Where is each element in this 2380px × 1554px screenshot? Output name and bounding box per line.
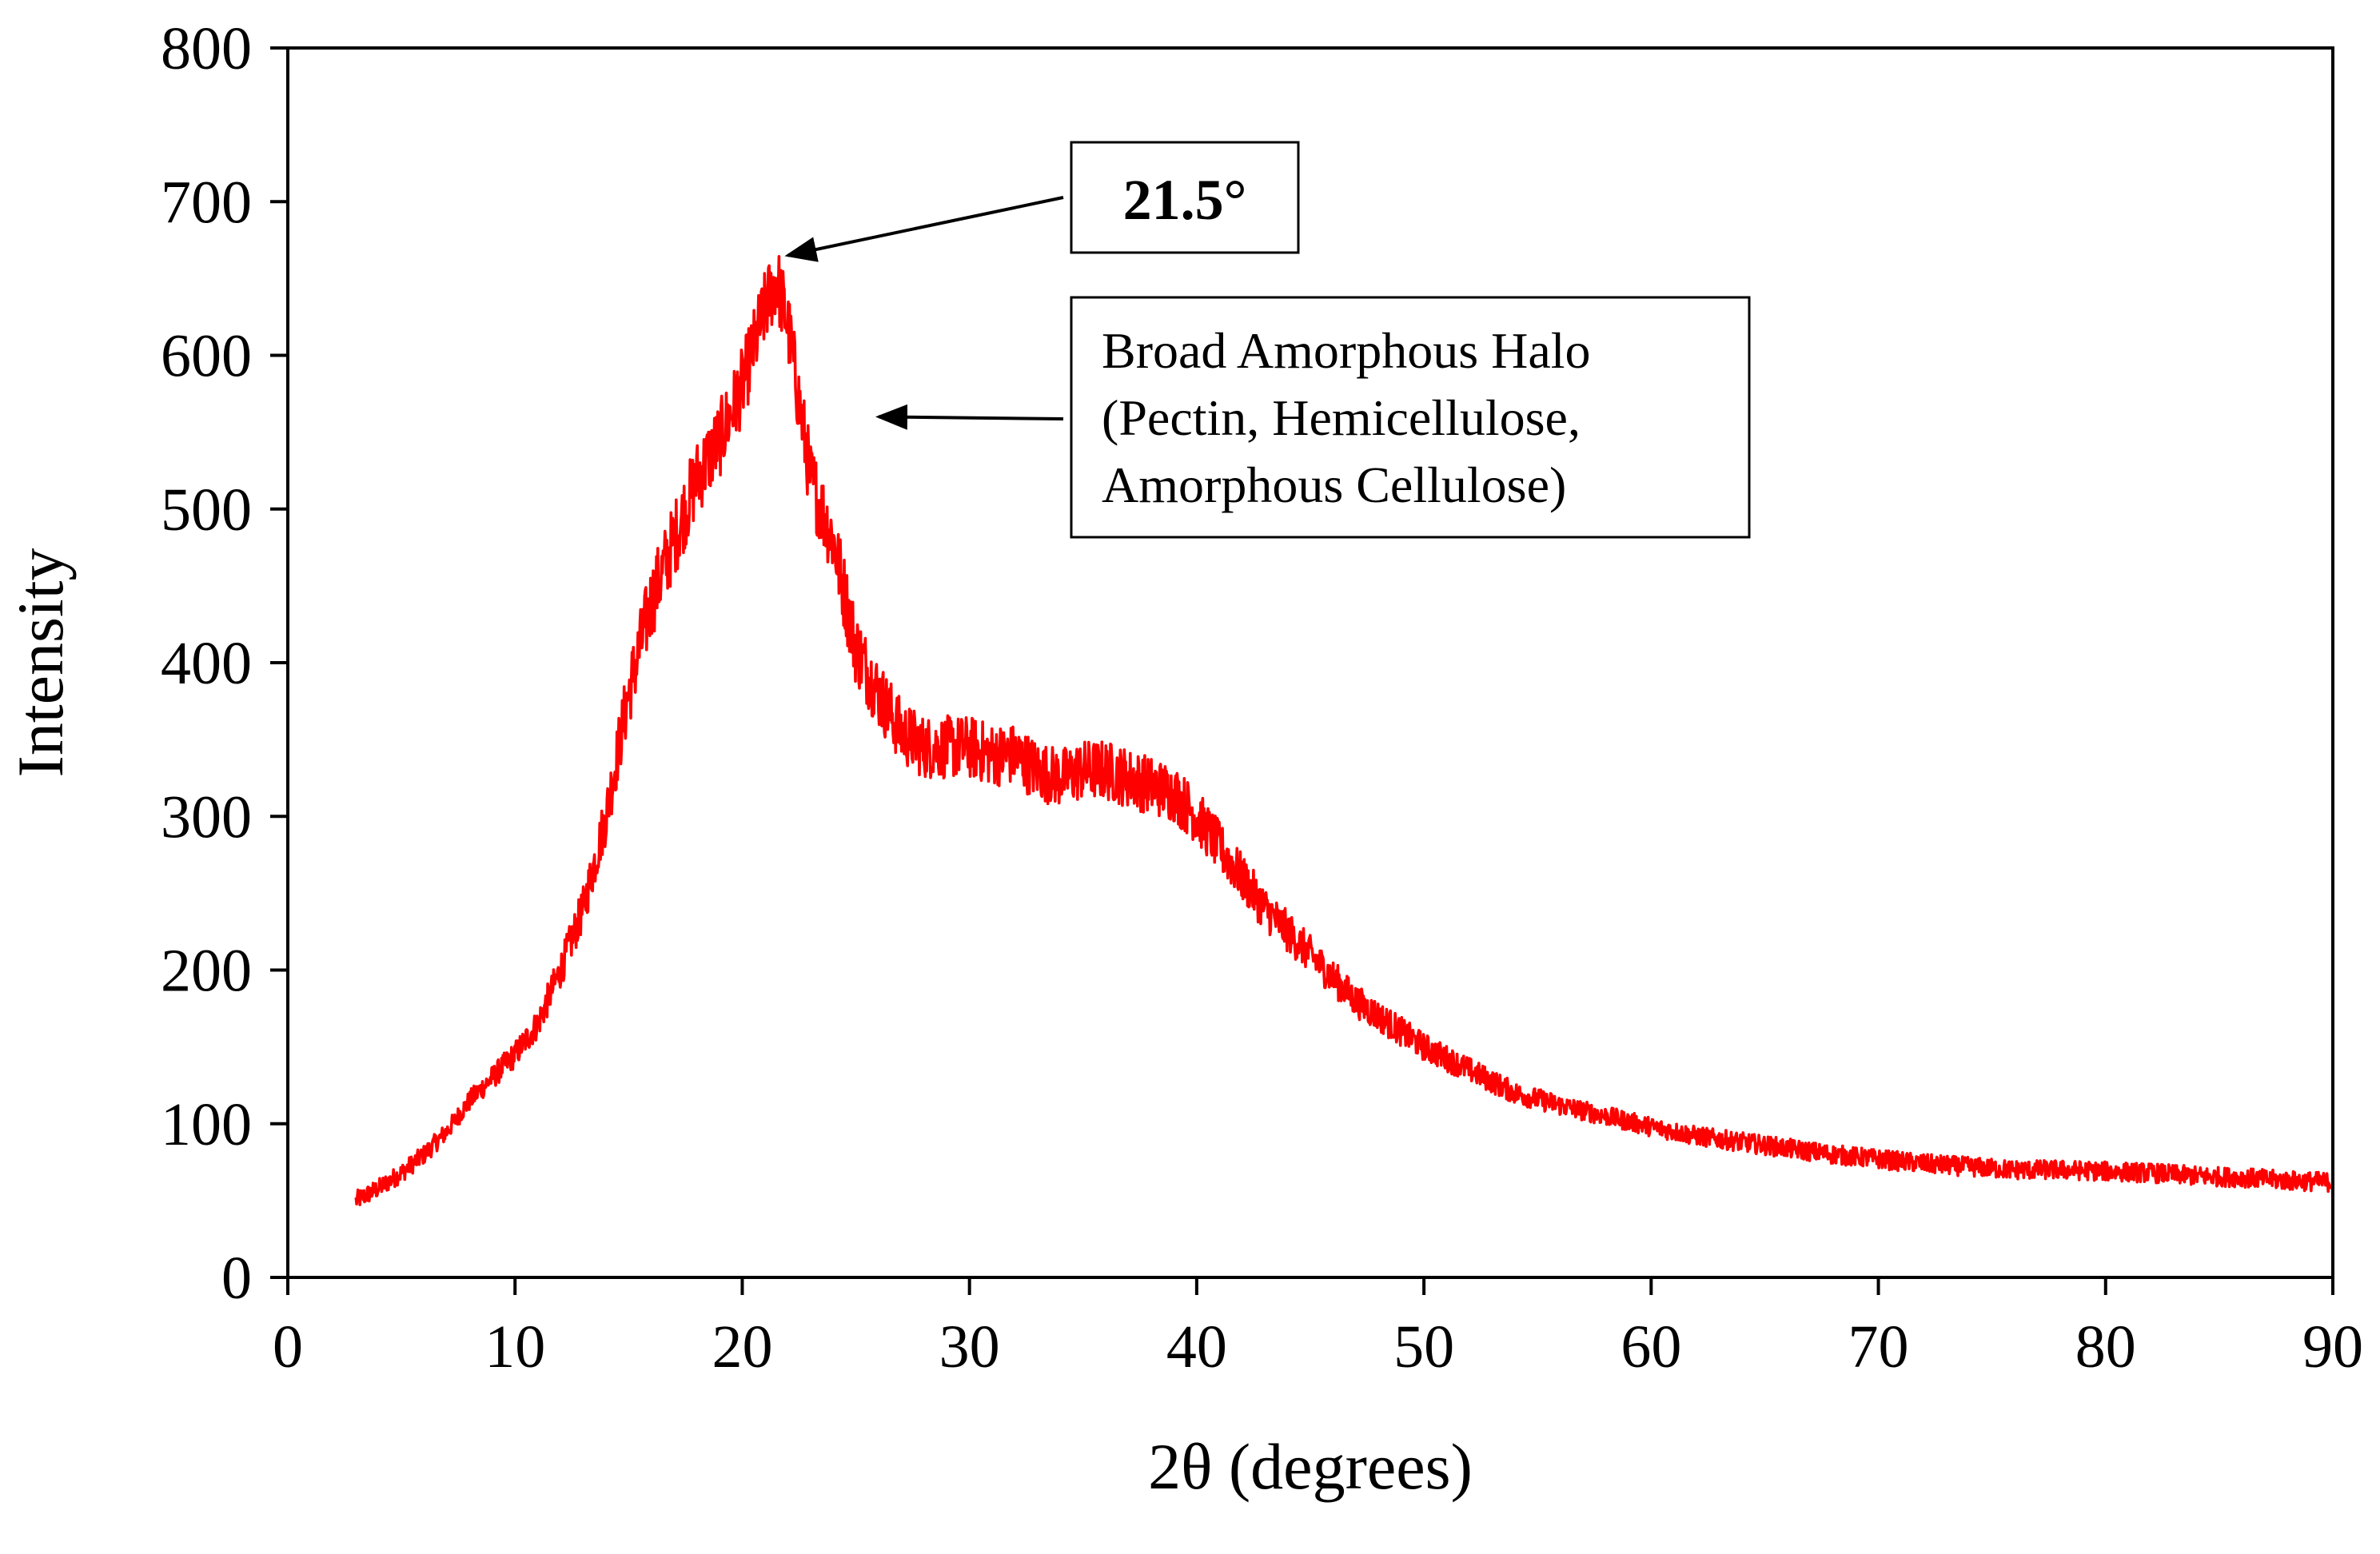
halo-annotation-line: Broad Amorphous Halo (1102, 322, 1591, 379)
x-tick-label: 20 (712, 1313, 772, 1381)
halo-annotation-line: (Pectin, Hemicellulose, (1102, 389, 1581, 446)
y-axis-label: Intensity (4, 548, 77, 778)
halo-annotation-arrow (875, 404, 1064, 430)
x-tick-label: 50 (1393, 1313, 1454, 1381)
x-tick-label: 90 (2302, 1313, 2363, 1381)
y-tick-label: 500 (161, 476, 252, 544)
halo-annotation-line: Amorphous Cellulose) (1102, 456, 1566, 513)
y-tick-label: 0 (221, 1245, 252, 1312)
series-line (354, 255, 2334, 1206)
peak-annotation-box (1070, 141, 1300, 254)
plot-frame (286, 46, 2334, 1279)
x-tick-label: 70 (1848, 1313, 1909, 1381)
y-tick-label: 600 (161, 323, 252, 390)
y-tick-label: 400 (161, 630, 252, 697)
y-tick-label: 200 (161, 938, 252, 1005)
x-tick-label: 10 (484, 1313, 545, 1381)
y-tick-label: 700 (161, 169, 252, 236)
x-tick-label: 0 (273, 1313, 303, 1381)
x-tick-label: 60 (1621, 1313, 1681, 1381)
halo-annotation-box (1070, 296, 1751, 539)
y-tick-label: 300 (161, 783, 252, 851)
peak-annotation-arrow (784, 196, 1064, 262)
y-tick-label: 800 (161, 15, 252, 82)
x-tick-label: 30 (939, 1313, 1000, 1381)
x-axis-label: 2θ (degrees) (1148, 1430, 1473, 1503)
x-tick-label: 80 (2075, 1313, 2136, 1381)
peak-annotation-label: 21.5° (1123, 168, 1247, 232)
x-tick-label: 40 (1166, 1313, 1227, 1381)
y-tick-label: 100 (161, 1091, 252, 1158)
